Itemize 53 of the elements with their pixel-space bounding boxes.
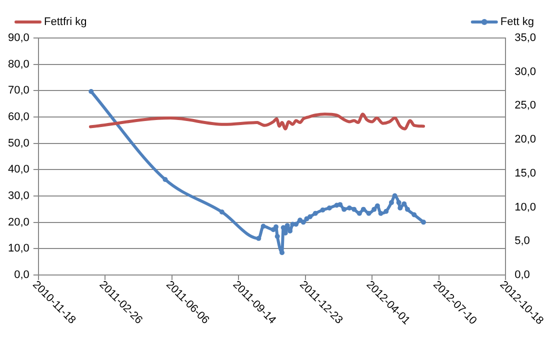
point [294,222,299,227]
point [378,210,384,216]
point [366,210,372,216]
y-tick-label: 70,0 [8,84,30,97]
point [356,210,362,216]
y-tick-label: 10,0 [8,242,30,255]
point [372,206,377,212]
point [260,224,266,229]
y2-tick-label: 35,0 [514,32,536,44]
point [326,205,332,210]
y-tick-label: 20,0 [8,216,30,228]
point [308,214,313,220]
point [88,88,94,94]
point [352,206,357,212]
legend-label: Fettfri kg [44,16,87,28]
y2-tick-label: 10,0 [514,201,536,214]
y-tick-label: 80,0 [8,58,30,70]
point [421,220,426,225]
point [342,206,347,212]
y2-tick-label: 20,0 [514,134,536,146]
point [384,208,389,214]
point [274,234,280,239]
y-tick-label: 90,0 [8,32,30,44]
point [346,205,352,210]
y2-tick-label: 5,0 [514,235,530,248]
point [412,212,417,218]
point [360,206,366,212]
point [404,206,410,212]
point [280,250,285,256]
y-tick-label: 0,0 [14,269,30,282]
point [320,207,326,212]
point [374,203,380,208]
y-tick-label: 30,0 [8,190,30,202]
y-tick-label: 60,0 [8,111,30,124]
point [338,202,343,208]
point [396,200,402,206]
y2-tick-label: 0,0 [514,269,530,282]
y2-tick-label: 15,0 [514,167,536,180]
point [219,210,224,215]
point [256,236,262,241]
point [392,193,398,198]
point [388,200,394,206]
point [312,210,318,216]
y-tick-label: 40,0 [8,164,30,176]
y2-tick-label: 30,0 [514,66,536,78]
y2-tick-label: 25,0 [514,100,536,112]
legend-label: Fett kg [500,16,534,28]
point [402,201,407,206]
point [274,224,279,230]
line-series [88,112,425,130]
point [162,177,168,182]
point [300,220,306,225]
y-tick-label: 50,0 [8,137,30,150]
